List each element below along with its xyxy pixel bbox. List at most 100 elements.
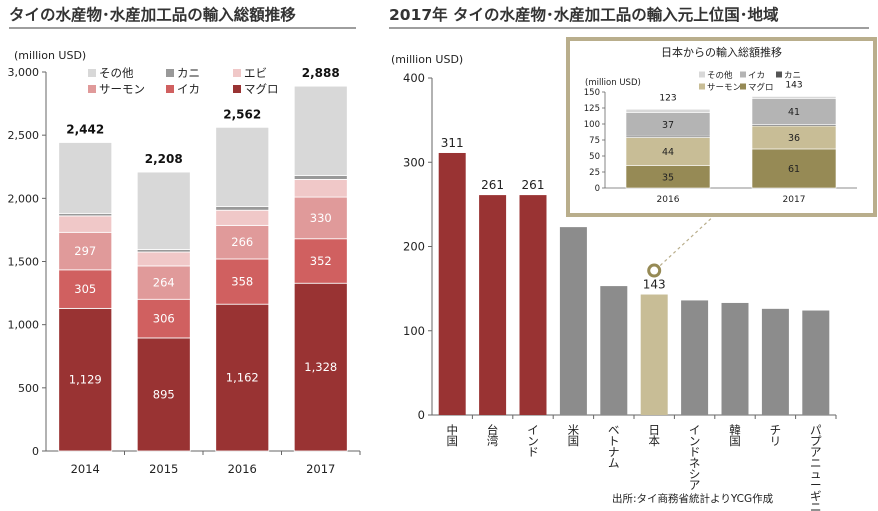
- left-bar-segment: [215, 258, 270, 305]
- right-x-tick-char: ド: [689, 445, 701, 459]
- left-x-tick-label: 2014: [71, 462, 100, 476]
- callout-ring: [647, 263, 662, 278]
- source-note: 出所:タイ商務省統計よりYCG作成: [612, 493, 774, 505]
- left-x-tick-label: 2017: [306, 462, 335, 476]
- left-bar-segment: [293, 175, 348, 180]
- right-x-tick-char: リ: [770, 434, 782, 448]
- right-x-tick-label: パプアニューギニア: [810, 423, 822, 511]
- inset-bar-segment: [751, 98, 837, 125]
- right-x-tick-char: チ: [770, 423, 782, 437]
- right-bar: [600, 286, 628, 415]
- right-value-label: 261: [481, 178, 504, 192]
- inset-legend-swatch: [699, 71, 705, 78]
- inset-segment-label: 35: [662, 172, 674, 183]
- inset-total-label: 123: [659, 93, 676, 103]
- left-total-label: 2,442: [66, 122, 104, 136]
- inset-y-tick-label: 125: [584, 104, 600, 114]
- left-total-label: 2,208: [145, 152, 183, 166]
- right-y-tick-label: 300: [403, 155, 425, 169]
- left-y-tick-label: 1,000: [8, 319, 40, 332]
- right-x-tick-char: ニ: [810, 456, 822, 470]
- inset-y-tick-label: 50: [589, 152, 600, 162]
- right-x-tick-char: ア: [689, 478, 701, 492]
- right-x-tick-char: ム: [608, 456, 620, 470]
- right-x-tick-char: 台: [487, 423, 499, 437]
- left-segment-label: 305: [74, 282, 96, 296]
- right-x-tick-char: 日: [648, 423, 660, 437]
- inset-total-label: 143: [785, 80, 802, 90]
- right-x-tick-char: ン: [689, 434, 701, 448]
- left-x-tick-label: 2015: [149, 462, 178, 476]
- inset-bar-segment: [625, 108, 711, 113]
- left-bar-segment: [293, 238, 348, 284]
- right-x-tick-char: ト: [608, 434, 620, 448]
- left-total-label: 2,888: [302, 66, 340, 80]
- left-legend-label: イカ: [177, 82, 200, 96]
- left-chart-title: タイの水産物･水産加工品の輸入総額推移: [9, 6, 296, 24]
- inset-bar-segment: [625, 137, 711, 166]
- left-bar-segment: [58, 231, 113, 271]
- right-bar: [802, 310, 830, 415]
- inset-x-tick-label: 2017: [783, 195, 806, 205]
- right-x-tick-char: 湾: [487, 434, 499, 448]
- left-bar-segment: [293, 178, 348, 198]
- right-bar: [519, 195, 547, 415]
- right-x-tick-char: 国: [729, 434, 741, 448]
- right-x-tick-char: イ: [527, 423, 539, 437]
- left-bar-segment: [293, 196, 348, 240]
- inset-legend-label: サーモン: [707, 83, 741, 93]
- inset-y-tick-label: 0: [595, 184, 600, 194]
- left-segment-label: 306: [153, 312, 175, 326]
- left-segment-label: 358: [231, 275, 253, 289]
- right-bar: [681, 300, 709, 415]
- right-x-tick-char: ン: [527, 434, 539, 448]
- right-x-tick-char: 国: [446, 434, 458, 448]
- inset-y-tick-label: 150: [584, 88, 600, 98]
- left-bar-segment: [215, 126, 270, 207]
- right-y-tick-label: 0: [418, 408, 425, 422]
- right-x-tick-label: 台湾: [487, 423, 499, 448]
- left-legend-swatch: [166, 69, 174, 77]
- left-y-tick-label: 0: [32, 445, 39, 458]
- inset-segment-label: 37: [662, 120, 674, 131]
- left-bar-segment: [136, 337, 191, 452]
- left-segment-label: 895: [153, 387, 175, 401]
- inset-legend-swatch: [740, 71, 746, 78]
- right-bar: [479, 195, 507, 415]
- inset-title: 日本からの輸入総額推移: [661, 46, 782, 59]
- left-legend-label: その他: [99, 66, 134, 80]
- right-title-underline: [389, 27, 869, 29]
- left-bar-segment: [58, 215, 113, 233]
- right-value-label: 261: [522, 178, 545, 192]
- left-y-tick-label: 1,500: [8, 256, 40, 269]
- right-x-tick-label: チリ: [770, 423, 782, 448]
- left-bar-segment: [58, 142, 113, 214]
- right-x-tick-char: 米: [568, 423, 580, 437]
- right-value-label: 311: [441, 136, 464, 150]
- left-segment-label: 297: [74, 244, 96, 258]
- left-segment-label: 266: [231, 235, 253, 249]
- left-bar-segment: [293, 85, 348, 176]
- left-bar-segment: [58, 307, 113, 452]
- left-legend-label: エビ: [244, 66, 267, 80]
- left-unit-label: (million USD): [14, 49, 86, 62]
- right-x-tick-char: イ: [689, 423, 701, 437]
- inset-chart-canvas: (million USD) 0 25 50 75 100 125 150 35 44 37 123 20…: [584, 70, 857, 205]
- left-segment-label: 352: [310, 254, 332, 268]
- right-x-tick-label: 中国: [446, 423, 458, 448]
- right-x-tick-char: ネ: [689, 456, 701, 470]
- right-bar: [559, 227, 587, 415]
- left-bar-segment: [136, 251, 191, 267]
- left-y-tick-label: 2,000: [8, 192, 40, 205]
- left-x-tick-label: 2016: [228, 462, 257, 476]
- left-legend-swatch: [233, 85, 241, 93]
- left-segment-label: 330: [310, 211, 332, 225]
- japan-inset-panel: 日本からの輸入総額推移 (million USD) 0 25 50 75 100 125 15…: [566, 37, 877, 217]
- inset-segment-label: 44: [662, 147, 674, 158]
- left-bar-segment: [215, 303, 270, 452]
- left-y-tick-label: 3,000: [8, 66, 40, 79]
- right-x-tick-label: 米国: [568, 423, 580, 448]
